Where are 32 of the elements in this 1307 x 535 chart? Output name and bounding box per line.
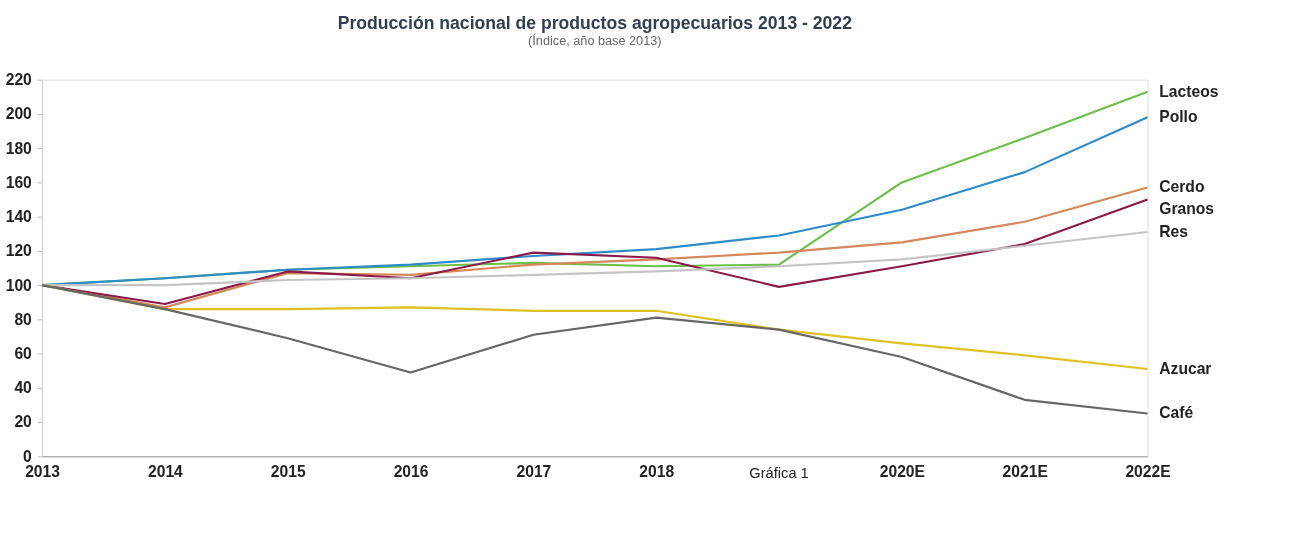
- y-tick-label: 100: [5, 276, 33, 294]
- y-tick-label: 40: [14, 379, 33, 397]
- y-tick-label: 0: [23, 447, 33, 465]
- x-tick-label: 2015: [270, 463, 306, 481]
- chart-subtitle: (Índice, año base 2013): [528, 33, 662, 49]
- y-tick-label: 20: [14, 413, 33, 431]
- y-tick-label: 220: [5, 71, 33, 89]
- x-tick-label: 2013: [25, 463, 61, 481]
- x-tick-label: 2018: [639, 463, 675, 481]
- series-label: Res: [1159, 222, 1189, 240]
- y-tick-label: 60: [14, 344, 33, 362]
- series-label: Azucar: [1159, 359, 1212, 377]
- x-tick-label: 2016: [393, 463, 429, 481]
- y-tick-label: 180: [5, 139, 33, 157]
- chart-title: Producción nacional de productos agropecuarios 2013 - 2022: [337, 12, 853, 33]
- text: Gráfica 1: [749, 464, 809, 481]
- y-tick-label: 120: [5, 242, 33, 260]
- x-tick-label: 2014: [147, 463, 184, 481]
- y-tick-label: 160: [5, 173, 33, 191]
- y-tick-label: 80: [14, 310, 33, 328]
- y-tick-label: 140: [5, 208, 33, 226]
- series-label: Lacteos: [1159, 82, 1219, 100]
- series-label: Cerdo: [1159, 178, 1205, 196]
- x-tick-label: 2021E: [1002, 463, 1048, 481]
- x-tick-label: 2017: [516, 463, 552, 481]
- series-label: Café: [1159, 404, 1194, 422]
- y-tick-label: 200: [5, 105, 33, 123]
- x-tick-label: 2022E: [1125, 463, 1171, 481]
- series-label: Pollo: [1159, 108, 1198, 126]
- line-series: [40, 284, 1149, 415]
- series-label: Granos: [1159, 199, 1215, 217]
- x-tick-label: 2020E: [879, 463, 925, 481]
